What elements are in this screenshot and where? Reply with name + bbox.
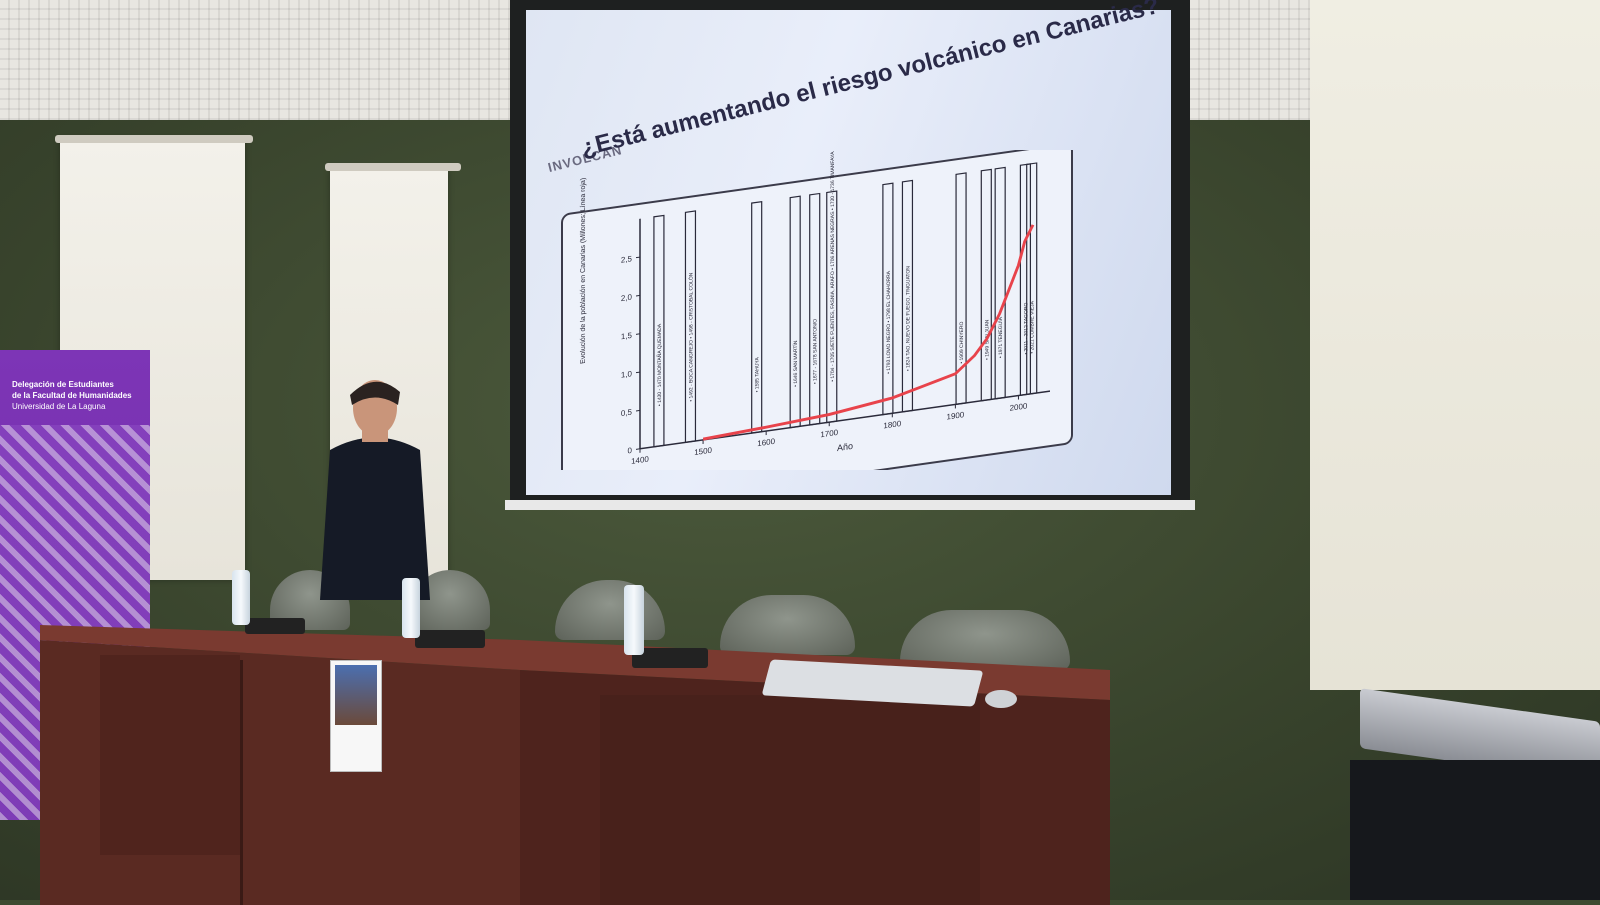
y-tick [636, 371, 640, 374]
y-tick-label: 2,0 [621, 293, 633, 304]
eruption-label: • 1430 - 1470 MONTAÑA QUEMADA [656, 323, 663, 407]
y-tick-label: 0 [628, 446, 633, 456]
x-tick-label: 1600 [757, 437, 775, 449]
eruption-label: • 1677 - 1678 SAN ANTONIO [813, 318, 819, 384]
microphone-base [632, 648, 708, 668]
eruption-bar [901, 179, 914, 413]
chair [900, 610, 1070, 670]
y-tick-label: 2,5 [621, 254, 633, 265]
event-poster [330, 660, 382, 772]
banner-line-2: de la Facultad de Humanidades [12, 391, 132, 400]
eruption-bar [751, 200, 763, 434]
eruption-bar [994, 166, 1006, 400]
conference-table [40, 625, 1110, 905]
chair [720, 595, 855, 655]
eruption-label: • 1909 CHINYERO [959, 321, 965, 364]
water-bottle [624, 585, 644, 655]
y-axis-label: Evolución de la población en Canarias (M… [580, 177, 587, 364]
y-tick-label: 0,5 [621, 408, 633, 419]
y-tick [636, 448, 640, 450]
eruption-bar [684, 210, 697, 444]
y-tick [636, 256, 640, 259]
x-tick-label: 1700 [820, 428, 838, 440]
eruption-bar [653, 214, 665, 448]
x-tick-label: 1400 [631, 454, 649, 466]
eruption-label: • 1824 TAO, NUEVO DE FUEGO, TINGUATON [905, 265, 911, 371]
eruption-bar [809, 192, 821, 426]
y-tick [636, 409, 640, 412]
y-tick [636, 333, 640, 335]
banner-line-3: Universidad de La Laguna [12, 402, 106, 411]
presenter [320, 380, 430, 600]
microphone-base [415, 630, 485, 648]
water-bottle [402, 578, 420, 638]
mouse [985, 690, 1017, 708]
eruption-label: • 1793 LOMO NEGRO • 1798 EL CHAHORRA [886, 270, 892, 374]
eruption-bar [882, 182, 894, 416]
shade-bar-left [55, 135, 253, 143]
chart-layer: • 1430 - 1470 MONTAÑA QUEMADA • 1492 - BO… [580, 150, 1050, 466]
eruption-bar [980, 168, 992, 402]
x-axis-label: Año [837, 441, 853, 453]
x-tick-label: 1900 [947, 410, 965, 422]
eruption-label: • 1704 - 1705 SIETE FUENTES, FASNIA, ARA… [830, 150, 836, 382]
eruption-label: • 1971 TENEGUÍA [997, 316, 1004, 359]
microphone-base [245, 618, 305, 634]
x-tick-label: 1500 [694, 446, 712, 458]
equipment-rack [1350, 760, 1600, 900]
water-bottle [232, 570, 250, 625]
right-screen [1310, 0, 1600, 690]
population-chart: • 1430 - 1470 MONTAÑA QUEMADA • 1492 - BO… [561, 150, 1073, 470]
eruption-bar [826, 190, 838, 424]
eruption-label: • 1646 SAN MARTÍN [792, 340, 799, 388]
y-tick [636, 294, 640, 297]
eruption-label: • 2021 CUMBRE VIEJA [1030, 300, 1036, 354]
eruption-bar [1019, 163, 1031, 396]
eruption-bar [789, 195, 801, 429]
eruption-bar [1026, 162, 1038, 396]
x-tick-label: 2000 [1010, 401, 1028, 413]
eruption-label: • 1492 - BOCA CANGREJO • 1498 - CRISTOBA… [687, 272, 694, 402]
banner-line-1: Delegación de Estudiantes [12, 380, 114, 389]
y-tick-label: 1,5 [621, 331, 633, 342]
x-tick-label: 1800 [883, 419, 901, 431]
y-tick-label: 1,0 [621, 369, 633, 380]
screen-bottom-bar [505, 500, 1195, 510]
chart-frame [561, 150, 1073, 470]
shade-bar-middle [325, 163, 461, 171]
population-line [703, 224, 1035, 441]
eruption-label: • 1585 TAHUYA [755, 356, 761, 393]
eruption-bar [955, 172, 967, 406]
